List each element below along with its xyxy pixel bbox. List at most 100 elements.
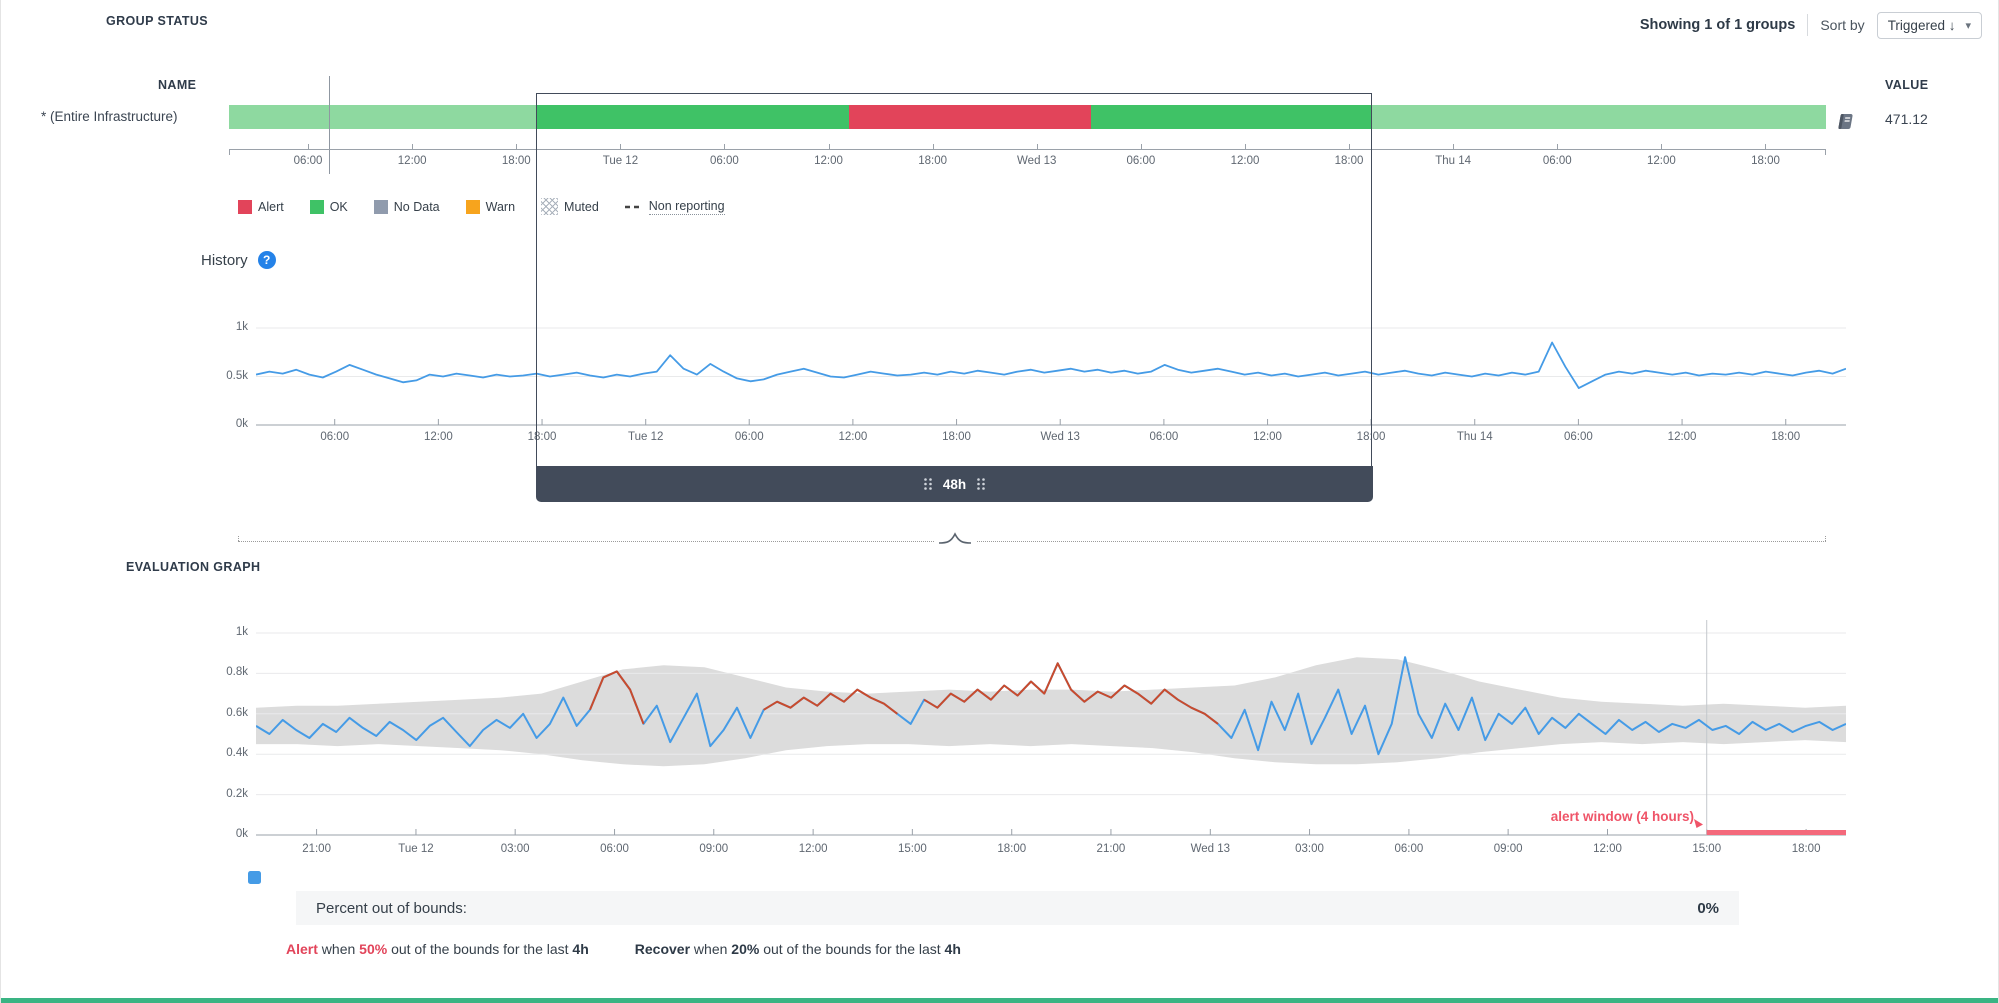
axis-label: Wed 13	[1040, 431, 1080, 443]
chevron-down-icon: ▾	[1965, 19, 1971, 32]
percent-label: Percent out of bounds:	[316, 899, 467, 917]
section-separator	[238, 541, 1826, 542]
y-axis-label: 1k	[235, 321, 248, 333]
legend-item-warn: Warn	[465, 199, 515, 214]
axis-label: 12:00	[838, 431, 868, 443]
ok-swatch-icon	[309, 199, 324, 214]
sort-dropdown-value: Triggered ↓	[1887, 17, 1956, 33]
axis-label: 06:00	[320, 431, 350, 443]
group-status-title: GROUP STATUS	[106, 14, 209, 28]
y-axis-label: 1k	[235, 626, 248, 638]
status-segment-ok	[535, 105, 849, 129]
percent-out-of-bounds-row: Percent out of bounds: 0%	[296, 891, 1739, 925]
threshold-conditions: Alert when 50% out of the bounds for the…	[286, 941, 961, 957]
history-axis-labels: 06:00 12:00 18:00 Tue 12 06:00 12:00 18:00 Wed …	[256, 431, 1846, 447]
axis-label: 18:00	[942, 431, 971, 443]
group-list-controls: Showing 1 of 1 groups Sort by Triggered …	[1640, 10, 1982, 40]
hover-cursor-line	[329, 76, 330, 174]
y-axis-label: 0.4k	[226, 747, 248, 760]
status-segment-alert	[848, 105, 1092, 129]
axis-label: 12:00	[1230, 155, 1260, 167]
axis-label: 03:00	[500, 843, 530, 855]
axis-label: Tue 12	[628, 431, 664, 443]
alert-window-arrow-icon	[1693, 818, 1704, 829]
axis-label: 12:00	[423, 431, 453, 443]
axis-label: 12:00	[814, 155, 843, 167]
y-axis-label: 0.2k	[226, 787, 248, 800]
axis-label: 18:00	[918, 155, 948, 167]
status-segment-ok	[1091, 105, 1373, 129]
bottom-accent-bar	[1, 998, 1998, 1003]
timeline-axis-labels: 06:00 12:00 18:00 Tue 12 06:00 12:00 18:00 Wed …	[229, 155, 1826, 171]
axis-label: 06:00	[709, 155, 739, 167]
axis-label: 12:00	[1253, 431, 1282, 443]
axis-label: 12:00	[1646, 155, 1676, 167]
axis-label: 06:00	[1542, 155, 1572, 167]
alert-swatch-icon	[238, 199, 252, 214]
legend-item-alert: Alert	[238, 199, 284, 214]
axis-label: 06:00	[734, 431, 764, 443]
selection-duration-label: 48h	[942, 476, 967, 492]
axis-label: 21:00	[302, 843, 331, 855]
time-selection-window[interactable]	[536, 93, 1372, 467]
axis-label: 18:00	[997, 843, 1027, 855]
axis-label: 18:00	[1751, 155, 1780, 167]
no-data-swatch-icon	[373, 199, 388, 214]
group-status-bar[interactable]	[229, 105, 1826, 129]
axis-label: 06:00	[293, 155, 323, 167]
percent-value: 0%	[1697, 899, 1719, 917]
axis-label: 18:00	[501, 155, 531, 167]
axis-label: 09:00	[1493, 843, 1523, 855]
evaluation-chart[interactable]	[256, 612, 1846, 840]
axis-label: Wed 13	[1190, 843, 1231, 855]
axis-label: Wed 13	[1017, 155, 1057, 167]
series-legend-marker[interactable]	[248, 871, 261, 884]
help-icon[interactable]: ?	[257, 251, 276, 269]
axis-label: 21:00	[1096, 843, 1126, 855]
alert-window-label: alert window (4 hours)	[1550, 809, 1694, 824]
drag-dots-icon	[924, 478, 932, 490]
muted-hatch-icon	[541, 198, 559, 215]
sort-by-label: Sort by	[1820, 17, 1865, 33]
selection-drag-handle[interactable]: 48h	[536, 466, 1373, 502]
legend-item-non-reporting: Non reporting	[624, 199, 725, 215]
axis-label: 12:00	[397, 155, 427, 167]
axis-label: 09:00	[699, 843, 729, 855]
axis-label: 18:00	[1334, 155, 1364, 167]
legend-item-no-data: No Data	[373, 199, 440, 214]
axis-label: 06:00	[600, 843, 629, 855]
group-value: 471.12	[1885, 111, 1928, 127]
showing-count: Showing 1 of 1 groups	[1639, 17, 1796, 33]
axis-label: 18:00	[527, 431, 557, 443]
axis-label: 06:00	[1149, 431, 1179, 443]
history-chart[interactable]	[256, 317, 1846, 429]
legend-item-muted: Muted	[541, 198, 599, 215]
axis-label: 06:00	[1394, 843, 1424, 855]
timeline-axis	[229, 144, 1826, 155]
axis-label: Tue 12	[602, 155, 639, 167]
book-icon[interactable]	[1834, 111, 1855, 132]
evaluation-axis-labels: 21:00 Tue 12 03:00 06:00 09:00 12:00 15:00 18:0…	[256, 843, 1846, 859]
axis-label: 18:00	[1771, 431, 1801, 443]
alert-condition-text: Alert when 50% out of the bounds for the…	[286, 941, 589, 957]
axis-label: 12:00	[1667, 431, 1697, 443]
sort-dropdown[interactable]: Triggered ↓ ▾	[1876, 11, 1982, 39]
status-segment-ok_dim	[229, 105, 536, 129]
y-axis-label: 0.6k	[226, 706, 248, 719]
axis-label: 03:00	[1295, 843, 1324, 855]
connector-chevron-icon	[934, 532, 976, 545]
axis-label: Thu 14	[1456, 431, 1493, 443]
value-column-header: VALUE	[1885, 78, 1929, 92]
axis-label: 15:00	[897, 843, 927, 855]
warn-swatch-icon	[465, 199, 480, 214]
status-segment-ok_dim	[1372, 105, 1826, 129]
axis-label: Tue 12	[398, 843, 434, 855]
history-section-title: History ?	[201, 251, 276, 269]
y-axis-label: 0.5k	[226, 369, 248, 382]
axis-label: 15:00	[1692, 843, 1722, 855]
header-divider	[1807, 14, 1809, 36]
axis-label: 18:00	[1791, 843, 1821, 855]
evaluation-graph-title: EVALUATION GRAPH	[126, 560, 261, 574]
status-legend: Alert OK No Data Warn Muted Non reportin…	[238, 198, 725, 215]
